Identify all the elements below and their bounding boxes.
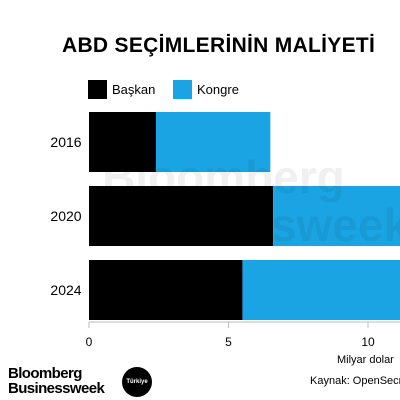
x-axis-label: Milyar dolar [337,354,394,366]
chart-title: ABD SEÇİMLERİNİN MALİYETİ [62,34,376,57]
x-tick-label-5: 5 [225,335,232,349]
legend-label-baskan: Başkan [112,82,156,97]
source-note: Kaynak: OpenSecrets [310,375,400,387]
x-tick-label-0: 0 [86,335,93,349]
bar-2016-baskan [89,112,156,172]
x-tick-label-10: 10 [361,335,375,349]
logo-line2: Businessweek [8,380,105,397]
y-tick-label-2016: 2016 [50,134,81,150]
legend-swatch-kongre [173,80,192,99]
bar-2024-baskan [89,260,243,320]
bar-2016-kongre [155,112,271,172]
bar-2020-baskan [89,186,274,246]
y-tick-label-2020: 2020 [50,208,81,224]
legend-label-kongre: Kongre [197,82,239,97]
bar-2024-kongre [242,260,400,320]
logo-line1: Bloomberg [8,365,82,382]
bar-2020-kongre [273,186,400,246]
y-tick-label-2024: 2024 [50,282,81,298]
logo-badge: Türkiye [122,367,152,397]
legend-swatch-baskan [88,80,107,99]
